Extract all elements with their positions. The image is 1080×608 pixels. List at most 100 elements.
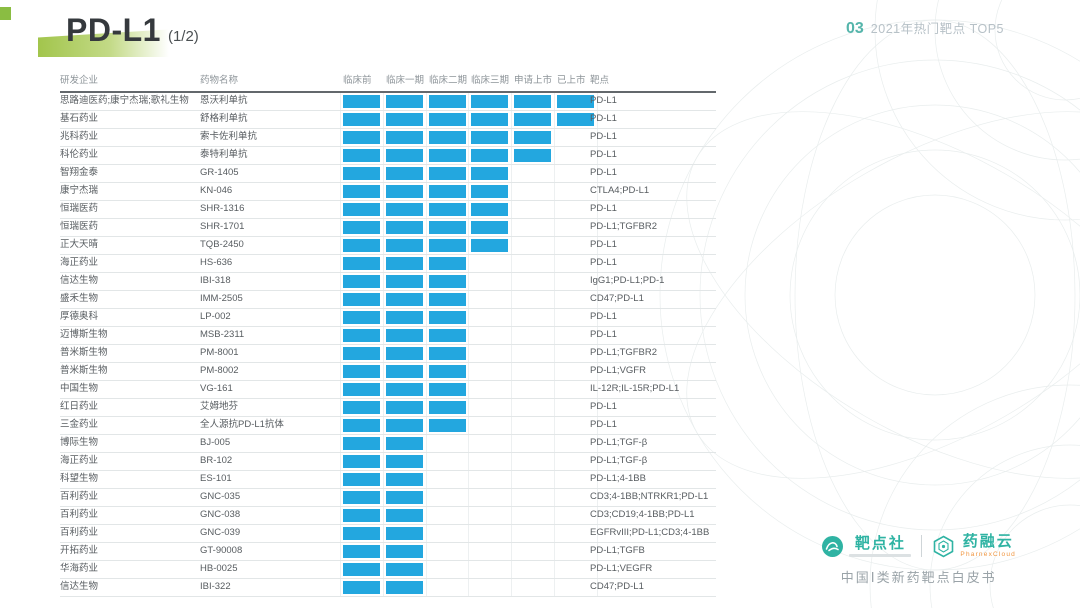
grid-line [382,93,384,597]
phase-bar [343,167,380,180]
phase-bar [385,329,423,342]
page-header-text: 2021年热门靶点 TOP5 [870,22,1004,36]
company-cell: 普米斯生物 [60,347,108,358]
phase-bar [385,311,423,324]
target-club-logo-text: 靶点社 [849,534,912,557]
phase-bar [385,95,423,108]
table-row: 科伦药业 泰特利单抗 PD-L1 [60,147,716,165]
phase-bar [343,455,380,468]
drug-cell: GR-1405 [200,167,239,178]
grid-line [511,93,513,597]
phase-bar [557,113,594,126]
drug-cell: KN-046 [200,185,233,196]
phase-bar [343,329,380,342]
phase-bar [343,509,380,522]
phase-bar [385,293,423,306]
target-cell: PD-L1;VGFR [590,365,646,376]
phase-bar [428,347,466,360]
phase-bar [385,185,423,198]
company-cell: 普米斯生物 [60,365,108,376]
table-row: 盛禾生物 IMM-2505 CD47;PD-L1 [60,291,716,309]
phase-bar [343,293,380,306]
company-cell: 智翔金泰 [60,167,99,178]
phase-bar [385,401,423,414]
pharnexcloud-subtitle: PharnexCloud [960,551,1016,558]
phase-bar [514,149,552,162]
phase-bar [471,203,509,216]
phase-bar [385,581,423,594]
phase-bar [471,185,509,198]
phase-bar [343,527,380,540]
company-cell: 正大天晴 [60,239,99,250]
page-header: 03 2021年热门靶点 TOP5 [846,18,1004,38]
phase-bar [343,581,380,594]
grid-line [554,93,555,597]
table-row: 正大天晴 TQB-2450 PD-L1 [60,237,716,255]
target-cell: PD-L1 [590,95,617,106]
target-cell: PD-L1 [590,329,617,340]
drug-cell: SHR-1701 [200,221,245,232]
phase-bar [385,257,423,270]
company-cell: 博际生物 [60,437,99,448]
target-cell: PD-L1 [590,311,617,322]
page-number: 03 [846,20,864,37]
column-header: 临床前 [343,75,372,86]
company-cell: 恒瑞医药 [60,203,99,214]
target-cell: PD-L1;TGFB [590,545,645,556]
table-row: 康宁杰瑞 KN-046 CTLA4;PD-L1 [60,183,716,201]
target-cell: CD3;4-1BB;NTRKR1;PD-L1 [590,491,709,502]
drug-cell: 全人源抗PD-L1抗体 [200,419,284,430]
phase-bar [385,509,423,522]
drug-cell: LP-002 [200,311,231,322]
company-cell: 百利药业 [60,491,99,502]
table-row: 海正药业 HS-636 PD-L1 [60,255,716,273]
column-header: 已上市 [557,75,586,86]
phase-bar [514,95,552,108]
phase-bar [385,221,423,234]
table-row: 三金药业 全人源抗PD-L1抗体 PD-L1 [60,417,716,435]
target-club-name: 靶点社 [854,534,906,552]
target-cell: PD-L1 [590,401,617,412]
drug-cell: 舒格利单抗 [200,113,248,124]
company-cell: 厚德奥科 [60,311,99,322]
table-row: 普米斯生物 PM-8002 PD-L1;VGFR [60,363,716,381]
target-club-logo-icon [822,535,844,557]
company-cell: 红日药业 [60,401,99,412]
phase-bar [514,113,552,126]
phase-bar [343,311,380,324]
table-row: 百利药业 GNC-035 CD3;4-1BB;NTRKR1;PD-L1 [60,489,716,507]
table-row: 恒瑞医药 SHR-1701 PD-L1;TGFBR2 [60,219,716,237]
phase-bar [428,185,466,198]
drug-cell: GNC-035 [200,491,241,502]
phase-bar [428,257,466,270]
column-header: 申请上市 [514,75,553,86]
phase-bar [428,311,466,324]
target-cell: PD-L1;TGFBR2 [590,221,658,232]
phase-bar [471,167,509,180]
company-cell: 信达生物 [60,275,99,286]
phase-bar [385,239,423,252]
company-cell: 海正药业 [60,455,99,466]
phase-bar [343,365,380,378]
table-row: 恒瑞医药 SHR-1316 PD-L1 [60,201,716,219]
drug-cell: SHR-1316 [200,203,245,214]
company-cell: 华海药业 [60,563,99,574]
grid-line [468,93,470,597]
drug-cell: GNC-039 [200,527,241,538]
drug-cell: 恩沃利单抗 [200,95,248,106]
phase-bar [385,203,423,216]
phase-bar [514,131,552,144]
phase-bar [471,95,509,108]
table-row: 普米斯生物 PM-8001 PD-L1;TGFBR2 [60,345,716,363]
phase-bar [343,113,380,126]
phase-bar [343,347,380,360]
drug-cell: ES-101 [200,473,232,484]
pharnexcloud-name: 药融云 [962,533,1014,550]
target-cell: PD-L1 [590,239,617,250]
company-cell: 信达生物 [60,581,99,592]
phase-bar [428,383,466,396]
phase-bar [343,563,380,576]
drug-cell: HB-0025 [200,563,238,574]
target-cell: PD-L1 [590,419,617,430]
